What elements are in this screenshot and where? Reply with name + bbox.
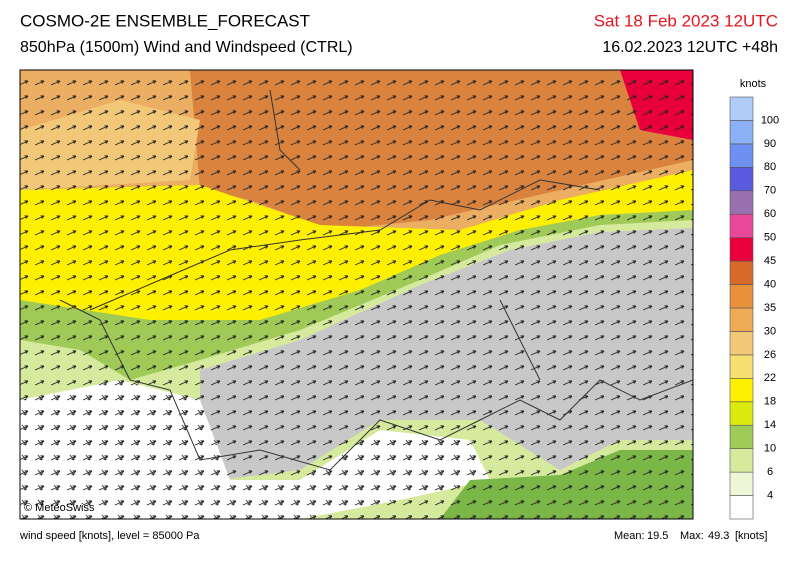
legend-swatch (729, 471, 754, 496)
map: © MeteoSwiss (20, 70, 693, 519)
legend-swatch (729, 260, 754, 285)
legend-label: 30 (764, 325, 776, 337)
footer-stats: Mean: 19.5 Max: 49.3 [knots] (614, 530, 767, 542)
legend-label: 45 (764, 255, 776, 267)
legend-swatch (729, 96, 754, 121)
legend-swatch (729, 331, 754, 356)
max-label: Max: (680, 530, 704, 542)
legend-swatch (729, 284, 754, 309)
legend-swatch (729, 424, 754, 449)
legend-swatch (729, 354, 754, 379)
credit: © MeteoSwiss (24, 502, 95, 514)
legend-swatch (729, 167, 754, 192)
max-value: 49.3 (708, 530, 729, 542)
legend-title: knots (740, 78, 767, 90)
legend-swatch (729, 495, 754, 520)
title: COSMO-2E ENSEMBLE_FORECAST (20, 11, 310, 30)
legend-label: 35 (764, 302, 776, 314)
mean-label: Mean: (614, 530, 645, 542)
legend-label: 70 (764, 185, 776, 197)
footer-caption: wind speed [knots], level = 85000 Pa (19, 530, 200, 542)
legend-swatch (729, 120, 754, 145)
legend-label: 80 (764, 161, 776, 173)
valid-time: Sat 18 Feb 2023 12UTC (594, 11, 778, 30)
legend-swatch (729, 378, 754, 403)
legend-swatch (729, 190, 754, 215)
subtitle: 850hPa (1500m) Wind and Windspeed (CTRL) (20, 39, 353, 56)
run-time: 16.02.2023 12UTC +48h (602, 39, 778, 56)
legend-label: 50 (764, 232, 776, 244)
legend-label: 10 (764, 443, 776, 455)
mean-value: 19.5 (647, 530, 668, 542)
legend: 4 6 10 14 18 22 26 30 35 40 45 50 60 70 80 90 100 (729, 96, 779, 520)
legend-label: 26 (764, 349, 776, 361)
legend-label: 22 (764, 372, 776, 384)
legend-label: 6 (767, 466, 773, 478)
legend-label: 40 (764, 278, 776, 290)
legend-label: 100 (761, 114, 779, 126)
legend-swatch (729, 448, 754, 473)
legend-swatch (729, 401, 754, 426)
legend-swatch (729, 307, 754, 332)
legend-label: 60 (764, 208, 776, 220)
legend-swatch (729, 143, 754, 168)
legend-swatch (729, 237, 754, 262)
legend-label: 90 (764, 138, 776, 150)
legend-swatch (729, 213, 754, 238)
legend-label: 14 (764, 419, 776, 431)
legend-label: 18 (764, 396, 776, 408)
legend-label: 4 (767, 489, 773, 501)
unit: [knots] (735, 530, 767, 542)
map-frame (19, 69, 694, 520)
